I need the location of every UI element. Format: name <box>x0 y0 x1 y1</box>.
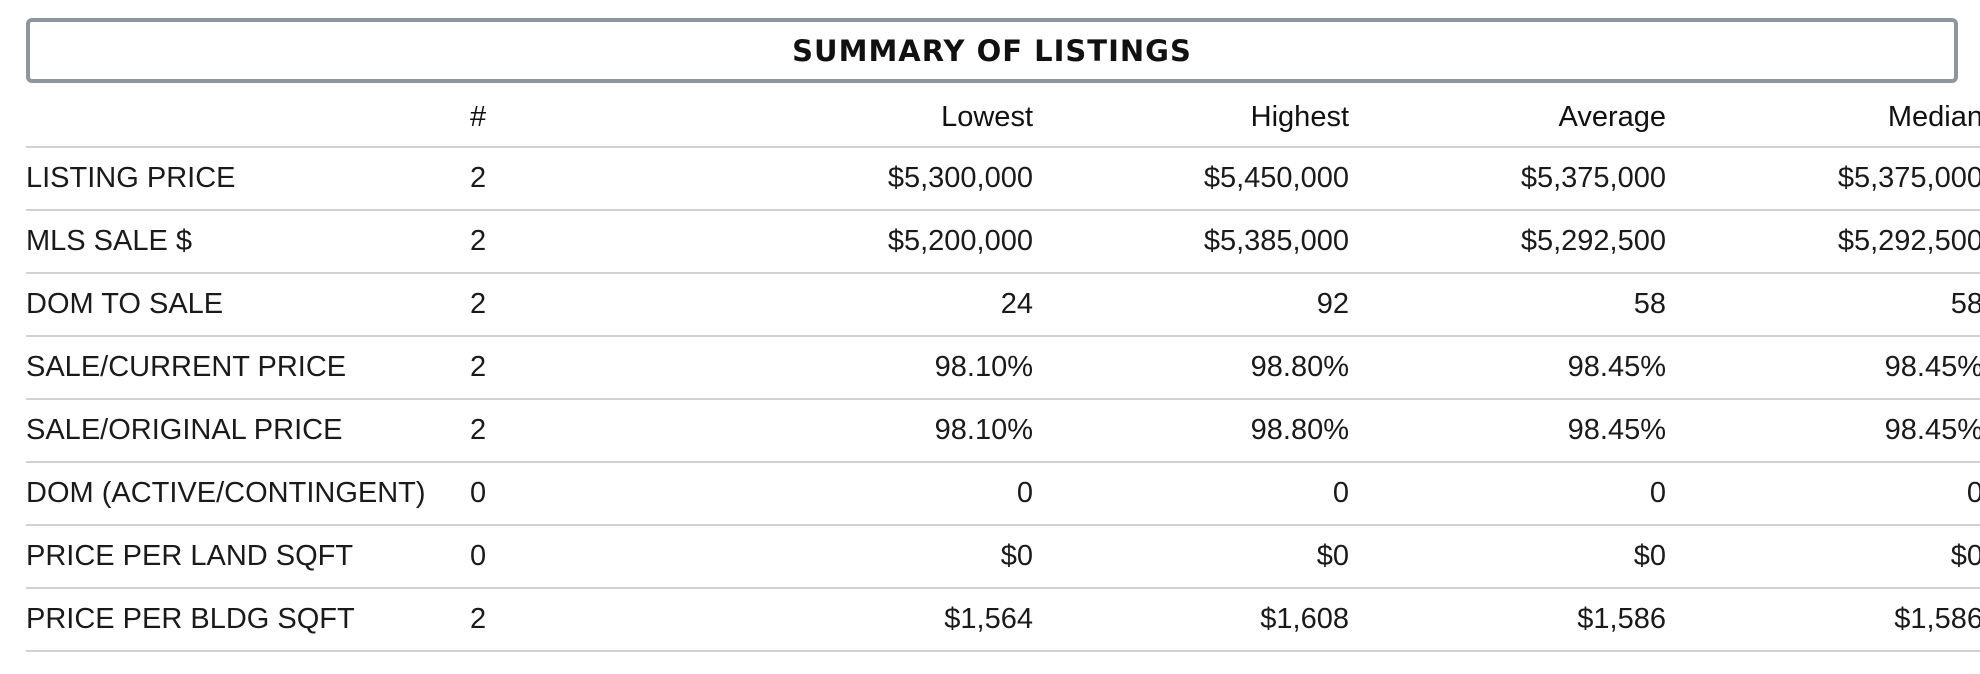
table-row: DOM (ACTIVE/CONTINGENT) 0 0 0 0 0 <box>26 462 1980 526</box>
table-header-row: # Lowest Highest Average Median <box>26 89 1980 148</box>
cell-highest: $0 <box>1033 525 1349 589</box>
cell-lowest: $5,200,000 <box>561 210 1033 274</box>
header-label-blank <box>26 89 466 148</box>
cell-count: 2 <box>466 147 561 211</box>
cell-median: 0 <box>1666 462 1980 526</box>
cell-highest: 98.80% <box>1033 336 1349 400</box>
table-row: MLS SALE $ 2 $5,200,000 $5,385,000 $5,29… <box>26 210 1980 274</box>
header-count: # <box>466 89 561 148</box>
row-label: DOM TO SALE <box>26 273 466 337</box>
cell-count: 2 <box>466 336 561 400</box>
cell-count: 0 <box>466 462 561 526</box>
cell-average: $5,292,500 <box>1349 210 1666 274</box>
table-row: PRICE PER BLDG SQFT 2 $1,564 $1,608 $1,5… <box>26 588 1980 652</box>
cell-median: $0 <box>1666 525 1980 589</box>
cell-highest: $5,385,000 <box>1033 210 1349 274</box>
cell-highest: 0 <box>1033 462 1349 526</box>
table-row: LISTING PRICE 2 $5,300,000 $5,450,000 $5… <box>26 147 1980 211</box>
cell-lowest: $1,564 <box>561 588 1033 652</box>
row-label: SALE/ORIGINAL PRICE <box>26 399 466 463</box>
cell-average: 58 <box>1349 273 1666 337</box>
cell-highest: $1,608 <box>1033 588 1349 652</box>
cell-average: 98.45% <box>1349 399 1666 463</box>
cell-count: 2 <box>466 273 561 337</box>
row-label: DOM (ACTIVE/CONTINGENT) <box>26 462 466 526</box>
cell-lowest: 98.10% <box>561 399 1033 463</box>
cell-average: $1,586 <box>1349 588 1666 652</box>
cell-count: 2 <box>466 588 561 652</box>
cell-average: 98.45% <box>1349 336 1666 400</box>
header-average: Average <box>1349 89 1666 148</box>
table-row: SALE/CURRENT PRICE 2 98.10% 98.80% 98.45… <box>26 336 1980 400</box>
summary-panel: SUMMARY OF LISTINGS # Lowest Highest Ave… <box>26 18 1980 652</box>
header-lowest: Lowest <box>561 89 1033 148</box>
cell-highest: 98.80% <box>1033 399 1349 463</box>
cell-lowest: 24 <box>561 273 1033 337</box>
cell-median: $5,292,500 <box>1666 210 1980 274</box>
header-highest: Highest <box>1033 89 1349 148</box>
cell-lowest: $5,300,000 <box>561 147 1033 211</box>
cell-average: $5,375,000 <box>1349 147 1666 211</box>
header-median: Median <box>1666 89 1980 148</box>
cell-lowest: 0 <box>561 462 1033 526</box>
row-label: PRICE PER LAND SQFT <box>26 525 466 589</box>
cell-average: $0 <box>1349 525 1666 589</box>
table-row: DOM TO SALE 2 24 92 58 58 <box>26 273 1980 337</box>
cell-highest: 92 <box>1033 273 1349 337</box>
row-label: SALE/CURRENT PRICE <box>26 336 466 400</box>
cell-median: 58 <box>1666 273 1980 337</box>
cell-count: 2 <box>466 210 561 274</box>
cell-lowest: $0 <box>561 525 1033 589</box>
row-label: MLS SALE $ <box>26 210 466 274</box>
cell-median: 98.45% <box>1666 399 1980 463</box>
table-row: PRICE PER LAND SQFT 0 $0 $0 $0 $0 <box>26 525 1980 589</box>
summary-title-box: SUMMARY OF LISTINGS <box>26 18 1958 83</box>
row-label: PRICE PER BLDG SQFT <box>26 588 466 652</box>
table-row: SALE/ORIGINAL PRICE 2 98.10% 98.80% 98.4… <box>26 399 1980 463</box>
summary-title: SUMMARY OF LISTINGS <box>792 33 1192 68</box>
cell-median: 98.45% <box>1666 336 1980 400</box>
cell-count: 0 <box>466 525 561 589</box>
cell-highest: $5,450,000 <box>1033 147 1349 211</box>
row-label: LISTING PRICE <box>26 147 466 211</box>
cell-median: $1,586 <box>1666 588 1980 652</box>
cell-median: $5,375,000 <box>1666 147 1980 211</box>
summary-table: # Lowest Highest Average Median LISTING … <box>26 89 1980 652</box>
cell-count: 2 <box>466 399 561 463</box>
cell-average: 0 <box>1349 462 1666 526</box>
cell-lowest: 98.10% <box>561 336 1033 400</box>
